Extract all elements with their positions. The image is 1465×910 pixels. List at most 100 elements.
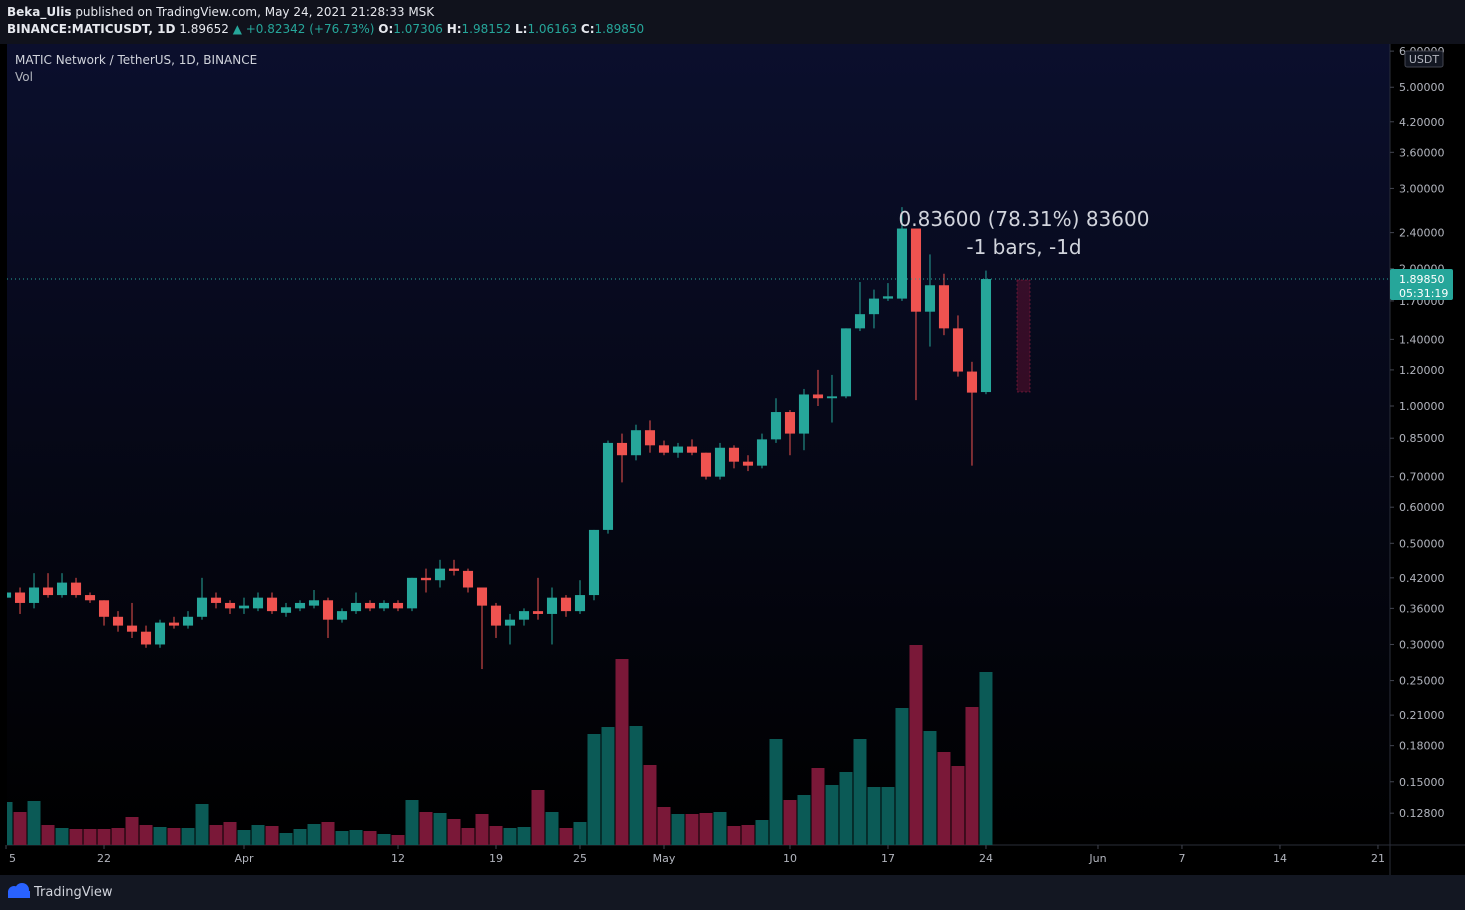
candle-body (112, 616, 124, 626)
header: Beka_Ulis published on TradingView.com, … (0, 0, 1465, 44)
y-tick-label: 1.40000 (1399, 333, 1445, 346)
candle-body (728, 447, 740, 462)
volume-bar (699, 813, 713, 845)
y-tick-label: 1.00000 (1399, 400, 1445, 413)
candle-body (28, 587, 40, 603)
y-tick-label: 0.60000 (1399, 501, 1445, 514)
brand[interactable]: TradingView (33, 885, 113, 900)
y-tick-label: 0.12800 (1399, 807, 1445, 820)
candle-body (322, 600, 334, 620)
candle-body (406, 577, 418, 609)
candle-body (588, 529, 600, 596)
y-tick-label: 3.60000 (1399, 146, 1445, 159)
y-tick-label: 5.00000 (1399, 81, 1445, 94)
l-label: L: (515, 22, 528, 36)
candle-body (140, 631, 152, 645)
x-tick-label: 24 (979, 852, 993, 865)
y-tick-label: 3.00000 (1399, 182, 1445, 195)
volume-bar (531, 790, 545, 845)
candle-body (7, 592, 12, 598)
candle-body (532, 611, 544, 614)
volume-bar (559, 828, 573, 845)
candle-body (490, 605, 502, 626)
last: 1.89652 (179, 22, 229, 36)
candle-body (196, 597, 208, 617)
candle-body (70, 582, 82, 596)
x-tick-label: 19 (489, 852, 503, 865)
measure-box (1016, 279, 1031, 393)
candle-body (868, 298, 880, 315)
x-tick-label: 25 (573, 852, 587, 865)
volume-bar (153, 827, 167, 845)
o: 1.07306 (393, 22, 443, 36)
volume-bar (41, 825, 55, 845)
candle-body (56, 582, 68, 596)
x-tick-label: Apr (234, 852, 254, 865)
y-tick-label: 0.42000 (1399, 572, 1445, 585)
volume-bar (293, 829, 307, 845)
volume-bar (755, 820, 769, 845)
volume-bar (279, 833, 293, 845)
volume-bar (587, 734, 601, 845)
volume-bar (251, 825, 265, 845)
countdown: 05:31:19 (1399, 287, 1448, 300)
volume-bar (573, 822, 587, 845)
candle-body (742, 461, 754, 466)
candle-body (168, 622, 180, 626)
y-tick-label: 0.25000 (1399, 675, 1445, 688)
candle-body (826, 396, 838, 399)
volume-bar (489, 826, 503, 845)
volume-bar (83, 829, 97, 845)
candle-body (448, 568, 460, 571)
candle-body (840, 328, 852, 397)
volume-bar (769, 739, 783, 845)
y-tick-label: 0.50000 (1399, 537, 1445, 550)
x-tick-label: 5 (9, 852, 16, 865)
volume-bar (475, 814, 489, 845)
volume-bar (629, 726, 643, 845)
candle-body (98, 600, 110, 617)
candle-body (266, 597, 278, 612)
volume-bar (349, 830, 363, 845)
price-label-box (1390, 269, 1453, 301)
volume-bar (433, 813, 447, 845)
candle-body (364, 602, 376, 609)
l: 1.06163 (527, 22, 578, 36)
volume-bar (111, 828, 125, 845)
candle-body (252, 597, 264, 609)
symbol-line: BINANCE:MATICUSDT, 1D 1.89652 ▲ +0.82342… (7, 22, 644, 36)
candle-body (574, 595, 586, 612)
candle-body (462, 570, 474, 588)
volume-bar (853, 739, 867, 845)
volume-bar (657, 807, 671, 845)
candle-body (980, 279, 992, 393)
y-tick-label: 0.36000 (1399, 602, 1445, 615)
volume-bar (825, 785, 839, 845)
volume-bar (27, 801, 41, 845)
candle-body (238, 605, 250, 609)
logo (8, 883, 30, 898)
candle-body (616, 442, 628, 456)
x-tick-label: 12 (391, 852, 405, 865)
currency: USDT (1409, 53, 1440, 66)
candle-body (630, 430, 642, 456)
candle-body (756, 439, 768, 466)
volume-bar (839, 772, 853, 845)
author[interactable]: Beka_Ulis (7, 5, 72, 19)
volume-bar (643, 765, 657, 845)
chart-title: MATIC Network / TetherUS, 1D, BINANCE (15, 53, 257, 67)
volume-bar (55, 828, 69, 845)
candle-body (224, 602, 236, 609)
candle-body (924, 285, 936, 312)
x-tick-label: 10 (783, 852, 797, 865)
footer (0, 875, 1465, 910)
volume-bar (965, 707, 979, 845)
volume-bar (811, 768, 825, 845)
volume-bar (335, 831, 349, 845)
volume-bar (7, 802, 13, 845)
candle-body (560, 597, 572, 612)
h-label: H: (446, 22, 462, 36)
volume-bar (209, 825, 223, 845)
volume-bar (713, 812, 727, 845)
